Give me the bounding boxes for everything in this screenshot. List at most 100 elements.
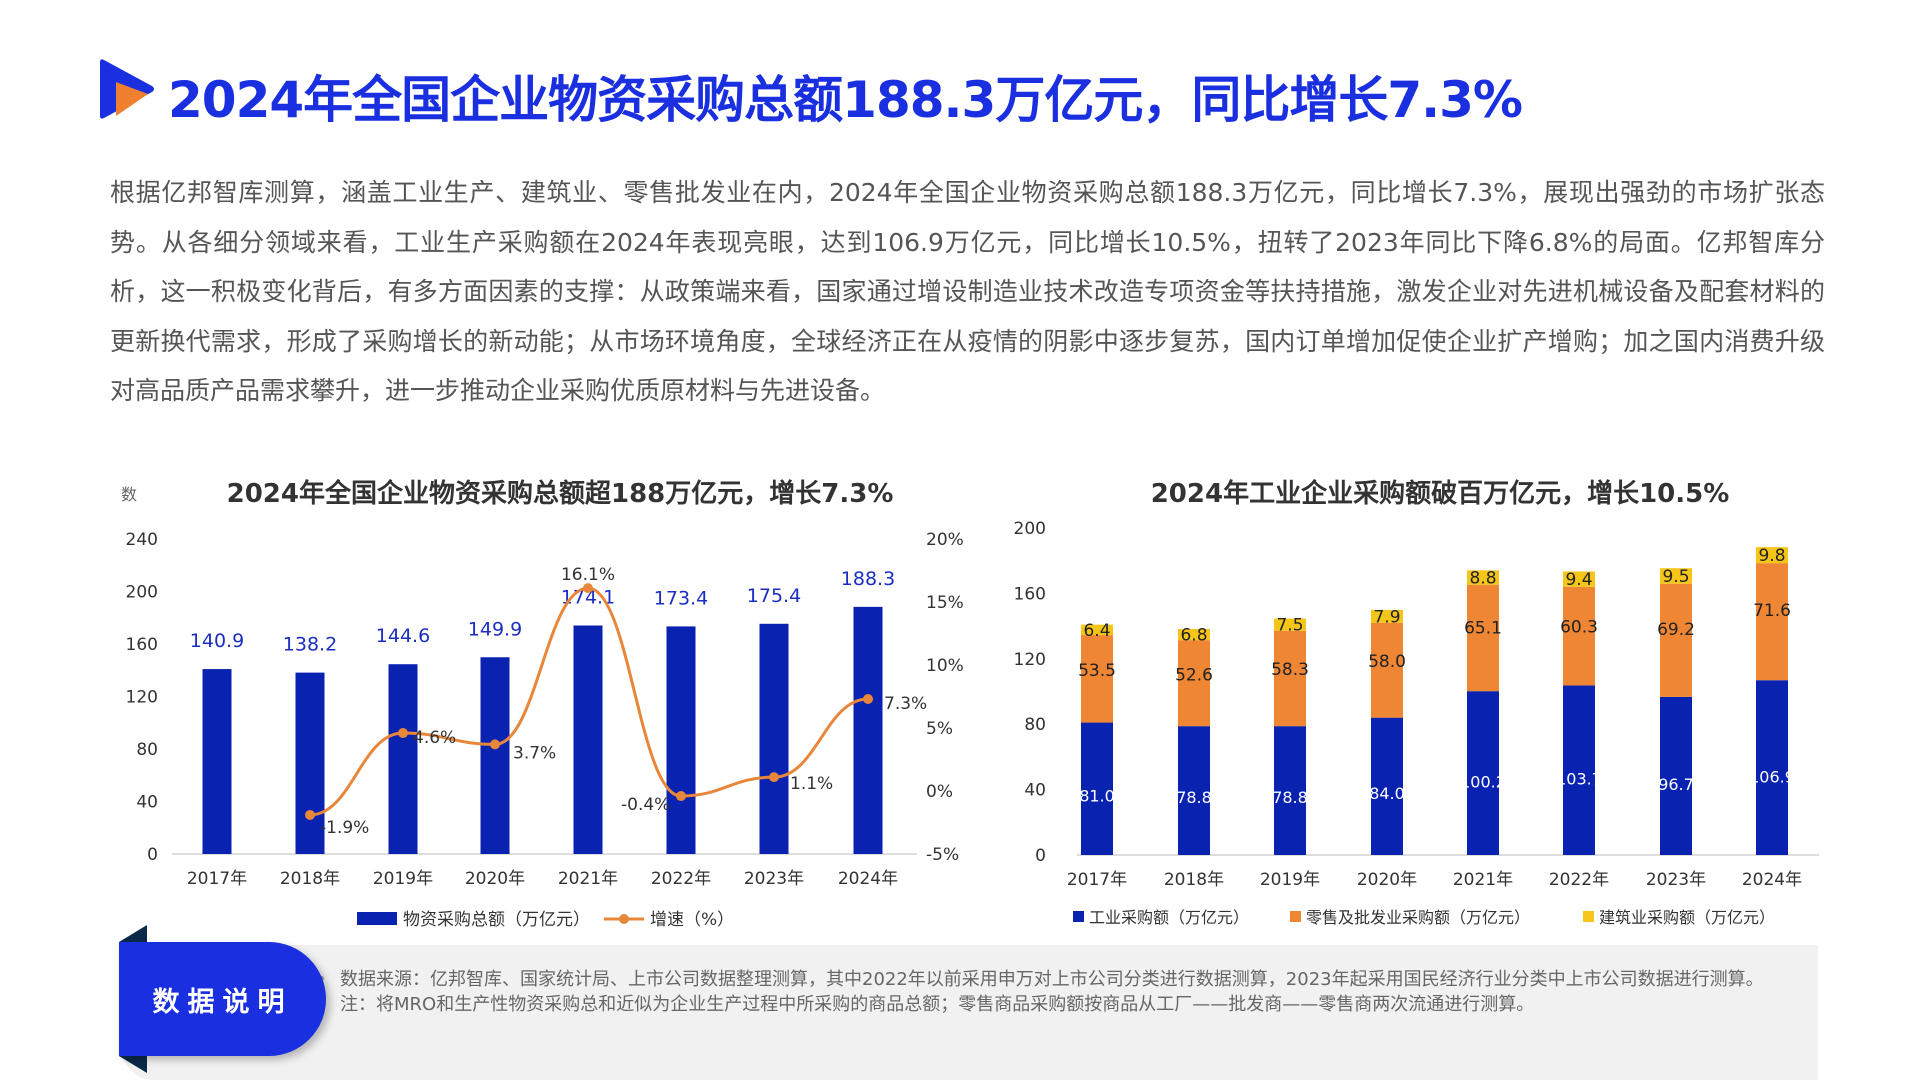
segment-data-label: 84.0 [1369,784,1405,803]
stack-segment [1660,696,1692,855]
growth-point [769,772,779,783]
segment-data-label: 100.2 [1460,772,1506,791]
growth-point [863,694,873,705]
stack-segment [1563,571,1595,587]
y-tick-label: 80 [1024,715,1046,735]
segment-data-label: 78.8 [1272,788,1308,807]
bar-data-label: 175.4 [747,585,801,607]
total-purchase-chart: 2024年全国企业物资采购总额超188万亿元，增长7.3% 数 0 40 80 120 16… [121,478,964,930]
segment-data-label: 8.8 [1469,569,1496,589]
bar-data-label: 140.9 [190,630,244,652]
segment-data-label: 81.0 [1079,786,1115,805]
segment-data-label: 96.7 [1658,775,1694,794]
y-tick-label: 0 [147,845,158,865]
segment-data-label: 7.5 [1276,616,1303,636]
stack-segment [1081,624,1113,636]
note-item: 注：将MRO和生产性物资采购总和近似为企业生产过程中所采购的商品总额；零售商品采… [316,993,1800,1018]
x-tick-label: 2019年 [373,869,433,889]
stack-segment [1756,547,1788,564]
stack-segment [1274,618,1306,631]
segment-data-label: 6.8 [1180,626,1207,646]
x-tick-label: 2021年 [558,869,618,889]
line-data-label: -0.4% [621,795,670,815]
y-tick-label: 40 [1024,781,1046,801]
stack-segment [1563,685,1595,855]
y-tick-label: 200 [1014,519,1046,539]
stack-segment [1563,586,1595,686]
y-tick-label: 240 [126,530,158,550]
stack-segment [1081,722,1113,855]
chart-title: 2024年全国企业物资采购总额超188万亿元，增长7.3% [227,478,894,509]
y-tick-label: 160 [126,635,158,655]
x-tick-label: 2019年 [1260,870,1320,890]
segment-data-label: 9.5 [1662,567,1689,587]
stack-segment [1467,570,1499,585]
legend-label: 建筑业采购额（万亿元） [1599,908,1775,927]
page-title: 2024年全国企业物资采购总额188.3万亿元，同比增长7.3% [168,71,1523,129]
segment-data-label: 9.4 [1565,570,1592,590]
x-tick-label: 2020年 [1357,870,1417,890]
notes-label: 数据说明 [119,942,326,1056]
segment-data-label: 58.0 [1368,652,1406,672]
y-tick-label: 120 [1014,650,1046,670]
x-tick-label: 2022年 [1549,870,1609,890]
bar [388,664,418,854]
line-data-label: -1.9% [320,818,369,838]
segment-data-label: 106.9 [1749,767,1795,786]
segment-data-label: 65.1 [1464,618,1502,638]
y2-tick-label: 5% [926,719,953,739]
legend-bar-swatch [357,912,397,925]
bar [480,657,510,854]
line-data-label: 3.7% [513,743,556,763]
segment-data-label: 9.8 [1758,546,1785,566]
stack-segment [1371,717,1403,855]
legend-label: 工业采购额（万亿元） [1089,908,1249,927]
ribbon-fold [119,1056,147,1073]
bar [666,626,696,854]
y-tick-label: 120 [126,688,158,708]
stack-segment [1178,726,1210,855]
x-tick-label: 2018年 [1164,870,1224,890]
x-tick-label: 2017年 [1067,870,1127,890]
y2-tick-label: 20% [926,530,964,550]
line-data-label: 7.3% [884,694,927,714]
legend-label: 增速（%） [650,910,734,930]
segment-data-label: 58.3 [1271,660,1309,680]
x-tick-label: 2017年 [187,869,247,889]
summary-paragraph: 根据亿邦智库测算，涵盖工业生产、建筑业、零售批发业在内，2024年全国企业物资采… [110,178,1825,405]
stack-segment [1274,630,1306,727]
segment-data-label: 6.4 [1083,621,1110,641]
x-tick-label: 2024年 [838,869,898,889]
segment-data-label: 7.9 [1373,607,1400,627]
stack-segment [1178,640,1210,727]
ribbon-fold [119,925,147,942]
y2-tick-label: -5% [926,845,959,865]
bar [295,672,325,854]
stack-segment [1756,563,1788,681]
stack-segment [1660,568,1692,584]
bar-data-label: 173.4 [654,587,708,609]
stack-segment [1081,635,1113,723]
legend-swatch [1290,911,1301,922]
segment-data-label: 78.8 [1176,788,1212,807]
bar-data-label: 138.2 [283,634,337,656]
x-tick-label: 2023年 [744,869,804,889]
stack-segment [1371,622,1403,718]
x-tick-label: 2024年 [1742,870,1802,890]
x-tick-label: 2020年 [465,869,525,889]
x-tick-label: 2018年 [280,869,340,889]
growth-point [490,739,500,750]
segment-data-label: 60.3 [1560,617,1598,637]
note-item: 数据来源：亿邦智库、国家统计局、上市公司数据整理测算，其中2022年以前采用申万… [316,968,1800,993]
legend-swatch [1073,911,1084,922]
y-tick-label: 0 [1035,846,1046,866]
legend-label: 物资采购总额（万亿元） [403,910,590,930]
bar [202,669,232,854]
stack-segment [1274,726,1306,855]
chart-title: 2024年工业企业采购额破百万亿元，增长10.5% [1151,478,1730,509]
segment-data-label: 53.5 [1078,661,1116,681]
bar-data-label: 149.9 [468,618,522,640]
y-tick-label: 200 [126,583,158,603]
legend-swatch [1583,911,1594,922]
y2-tick-label: 15% [926,593,964,613]
